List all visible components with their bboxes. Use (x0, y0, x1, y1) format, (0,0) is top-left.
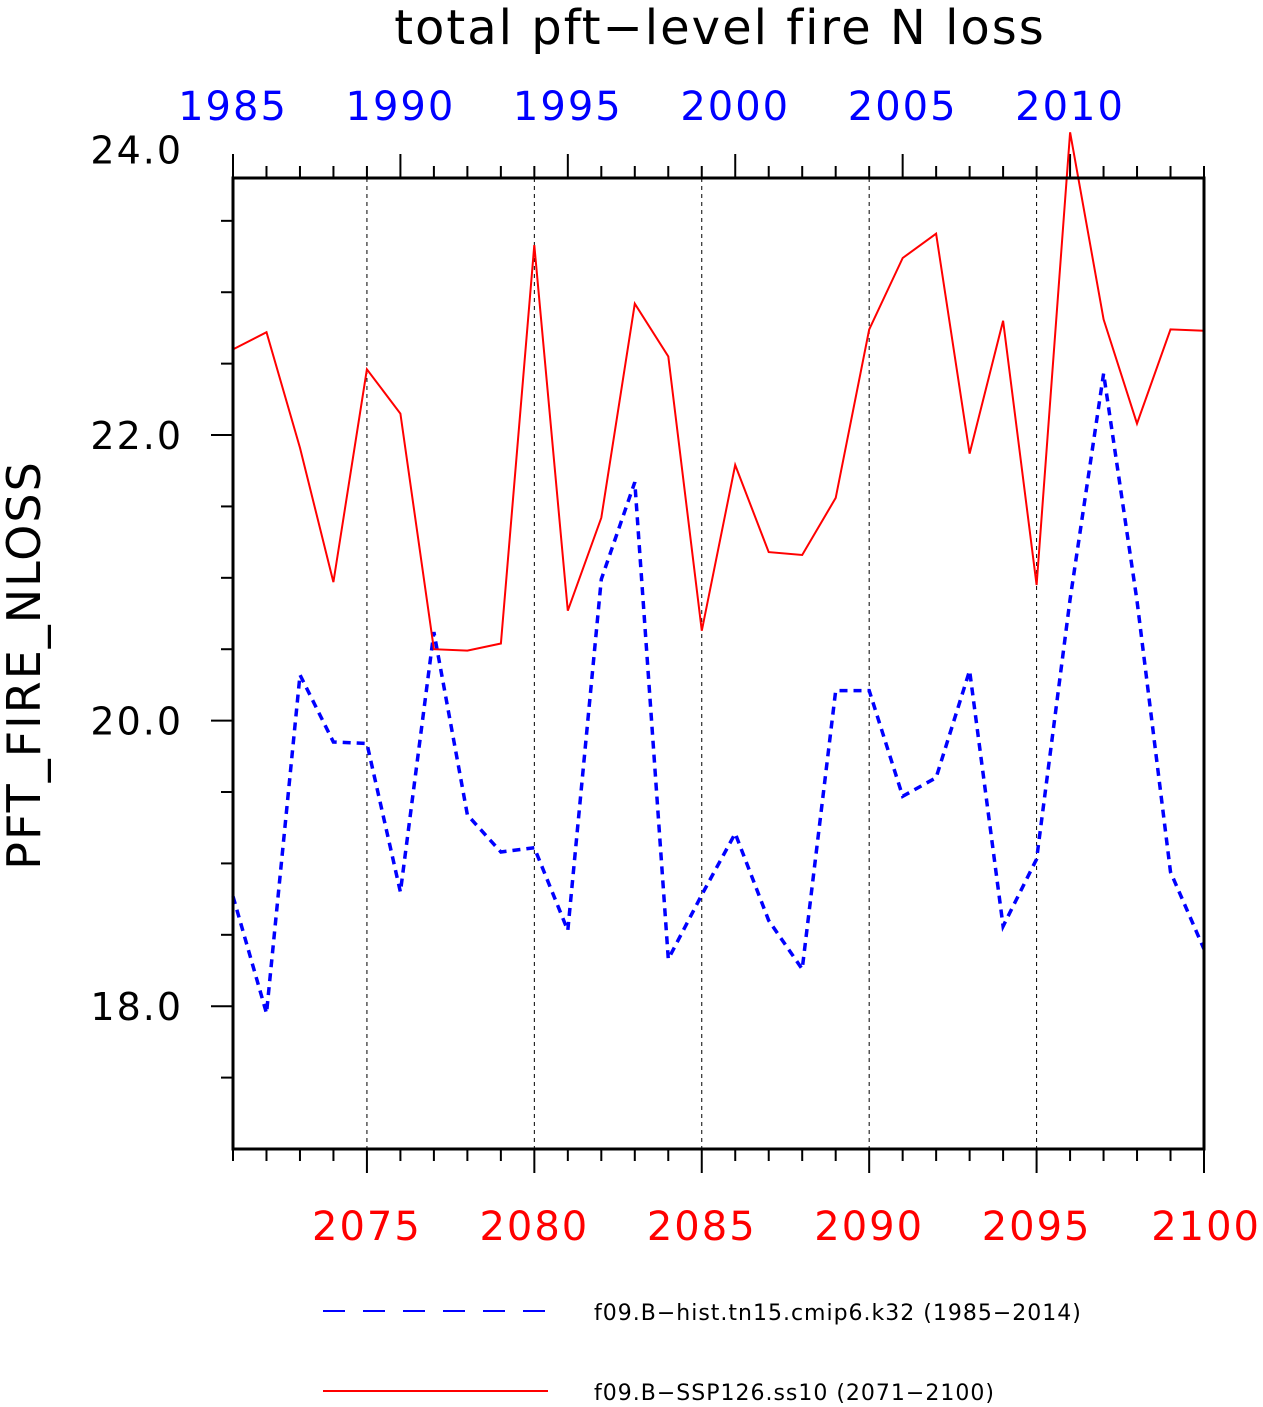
legend: f09.B−hist.tn15.cmip6.k32 (1985−2014) f0… (323, 1301, 1082, 1406)
axis-ticks (211, 154, 1205, 1173)
y-tick-label: 20.0 (90, 700, 183, 744)
x-top-tick-label: 2000 (680, 84, 790, 130)
y-tick-label: 22.0 (90, 414, 183, 458)
x-bottom-tick-label: 2085 (647, 1204, 757, 1250)
x-bottom-tick-label: 2090 (814, 1204, 924, 1250)
x-bottom-tick-label: 2080 (479, 1204, 589, 1250)
x-top-tick-label: 1990 (346, 84, 456, 130)
grid-lines (366, 178, 1038, 1149)
x-bottom-tick-label: 2100 (1151, 1204, 1261, 1250)
series-line-ssp (232, 132, 1205, 652)
chart-title: total pft−level fire N loss (394, 0, 1046, 56)
plot-frame (231, 176, 1206, 1151)
x-top-tick-label: 1985 (178, 84, 288, 130)
legend-label-hist: f09.B−hist.tn15.cmip6.k32 (1985−2014) (594, 1301, 1082, 1326)
x-top-tick-label: 1995 (513, 84, 623, 130)
y-axis-label: PFT_FIRE_NLOSS (0, 460, 51, 870)
series-line-hist (231, 373, 1206, 1014)
x-top-tick-label: 2010 (1015, 84, 1125, 130)
x-bottom-tick-label: 2075 (312, 1204, 422, 1250)
x-top-tick-label: 2005 (848, 84, 958, 130)
x-bottom-tick-label: 2095 (982, 1204, 1092, 1250)
y-tick-label: 18.0 (90, 985, 183, 1029)
series-lines (231, 132, 1206, 1014)
legend-label-ssp: f09.B−SSP126.ss10 (2071−2100) (594, 1381, 995, 1406)
y-tick-label: 24.0 (90, 128, 183, 172)
